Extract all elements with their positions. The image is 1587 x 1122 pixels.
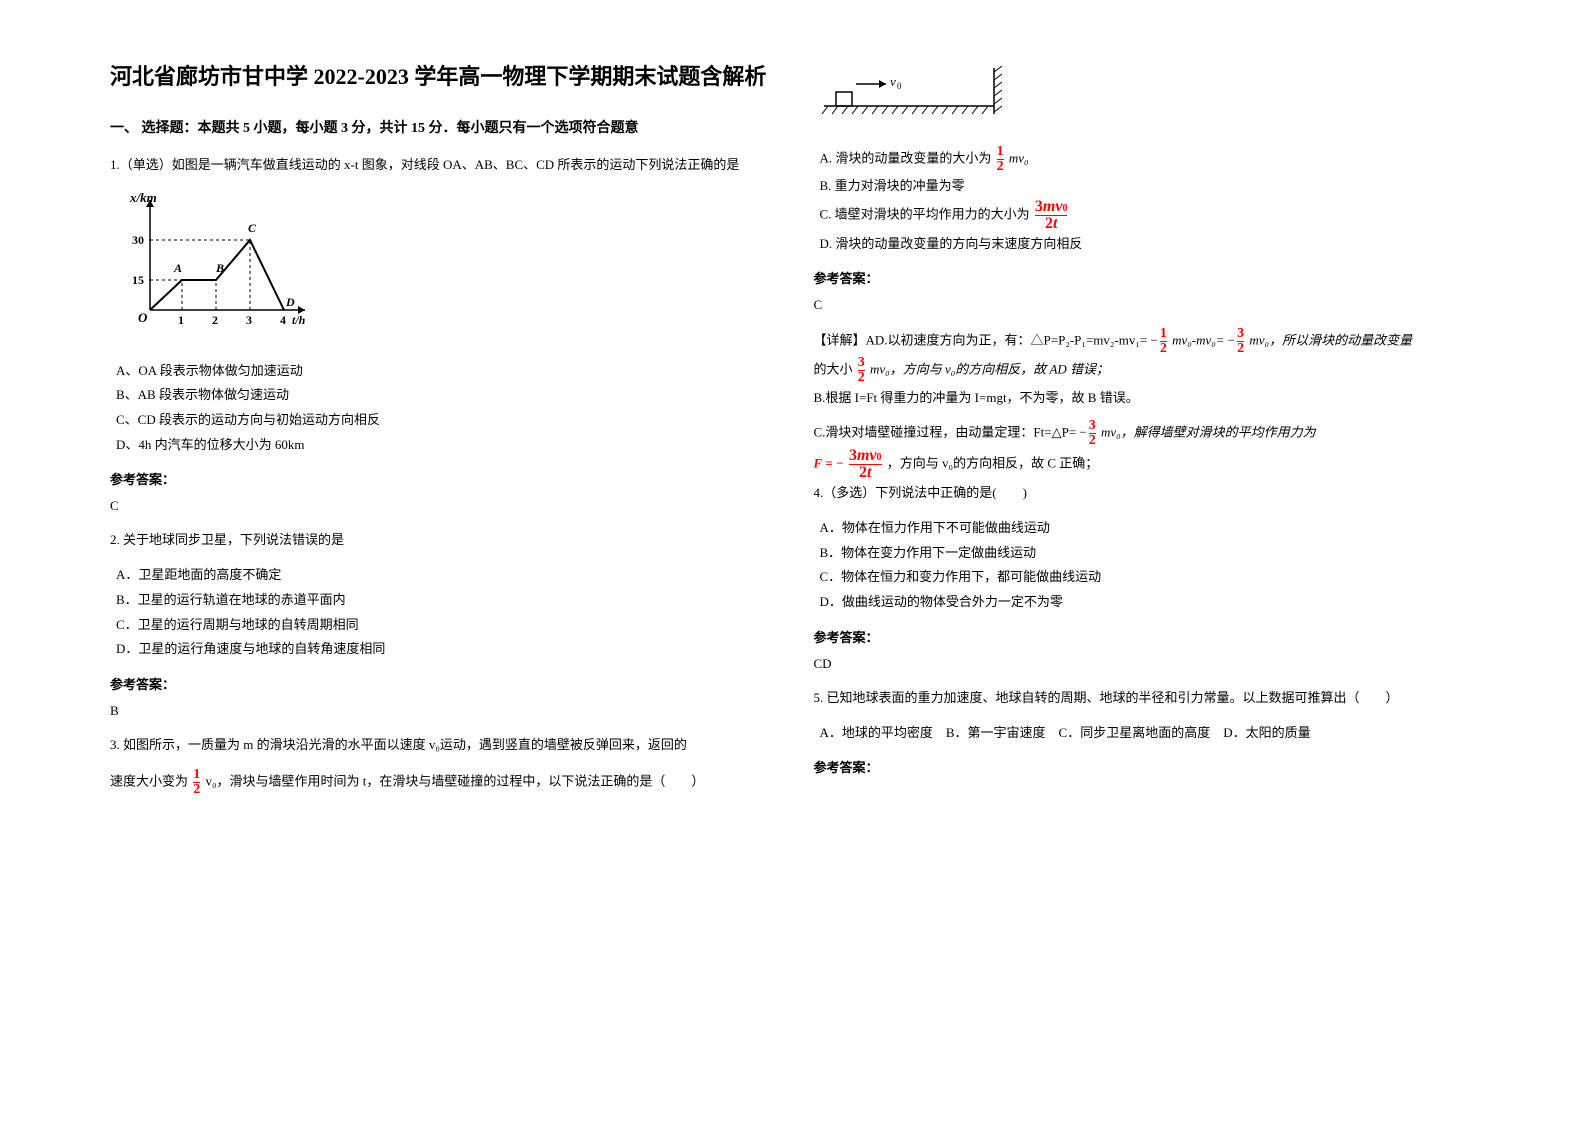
q3-detail-line3: B.根据 I=Ft 得重力的冲量为 I=mgt，不为零，故 B 错误。: [814, 385, 1478, 411]
q3-detail-line5: F = − 3mv02t ，方向与 v₀的方向相反，故 C 正确；: [814, 448, 1478, 481]
svg-text:O: O: [138, 310, 148, 325]
q3-opt-c: C. 墙壁对滑块的平均作用力的大小为 3mv02t: [814, 199, 1478, 232]
q5-opts: A．地球的平均密度 B．第一宇宙速度 C．同步卫星离地面的高度 D．太阳的质量: [814, 721, 1478, 746]
svg-text:15: 15: [132, 273, 144, 287]
q4-opt-c: C．物体在恒力和变力作用下，都可能做曲线运动: [814, 565, 1478, 590]
q1-stem: 1.（单选）如图是一辆汽车做直线运动的 x-t 图象，对线段 OA、AB、BC、…: [110, 153, 774, 178]
svg-text:3: 3: [246, 313, 252, 327]
q3-answer: C: [814, 297, 1478, 313]
q3-opta-suf: mv₀: [1009, 150, 1029, 165]
fraction-3-2-icon: 32: [1237, 327, 1244, 356]
svg-text:C: C: [248, 221, 257, 235]
q3-opt-d: D. 滑块的动量改变量的方向与末速度方向相反: [814, 232, 1478, 257]
q3-detail-line4: C.滑块对墙壁碰撞过程，由动量定理：Ft=△P= −32 mv₀，解得墙壁对滑块…: [814, 419, 1478, 448]
q3-diagram: v 0: [814, 66, 1478, 131]
q3-stem-2a: 速度大小变为: [110, 773, 188, 788]
q3-stem-line2: 速度大小变为 12 v₀，滑块与墙壁作用时间为 t，在滑块与墙壁碰撞的过程中，以…: [110, 768, 774, 797]
q4-opt-a: A．物体在恒力作用下不可能做曲线运动: [814, 516, 1478, 541]
q4-opt-d: D．做曲线运动的物体受合外力一定不为零: [814, 590, 1478, 615]
q3-opt-a: A. 滑块的动量改变量的大小为 12 mv₀: [814, 145, 1478, 174]
q3-answer-label: 参考答案：: [814, 268, 1478, 287]
document-title: 河北省廊坊市甘中学 2022-2023 学年高一物理下学期期末试题含解析: [110, 60, 774, 93]
formula-F-icon: F = −: [814, 456, 844, 471]
svg-text:v: v: [890, 74, 896, 89]
detail-line2b: mv₀，方向与 v₀的方向相反，故 AD 错误；: [870, 362, 1109, 377]
fraction-half-icon: 12: [193, 768, 200, 797]
svg-text:D: D: [285, 295, 295, 309]
svg-text:t/h: t/h: [292, 313, 306, 327]
q4-opt-b: B．物体在变力作用下一定做曲线运动: [814, 541, 1478, 566]
q4-answer: CD: [814, 656, 1478, 672]
fraction-half-icon: 12: [997, 145, 1004, 174]
minus-icon: −: [1079, 425, 1086, 440]
section-header: 一、 选择题：本题共 5 小题，每小题 3 分，共计 15 分．每小题只有一个选…: [110, 117, 774, 137]
svg-text:B: B: [215, 261, 224, 275]
q5-stem: 5. 已知地球表面的重力加速度、地球自转的周期、地球的半径和引力常量。以上数据可…: [814, 686, 1478, 711]
detail-line4a: C.滑块对墙壁碰撞过程，由动量定理：Ft=△P=: [814, 425, 1077, 440]
svg-text:0: 0: [897, 81, 902, 91]
svg-text:A: A: [173, 261, 182, 275]
q2-answer-label: 参考答案：: [110, 674, 774, 693]
minus-icon: −: [1150, 333, 1157, 348]
q1-opt-a: A、OA 段表示物体做匀加速运动: [110, 359, 774, 384]
detail-line4b: mv₀，解得墙壁对滑块的平均作用力为: [1101, 425, 1316, 440]
q3-detail-line1: 【详解】AD.以初速度方向为正，有：△P=P₂-P₁=mv₂-mv₁= −12 …: [814, 327, 1478, 356]
fraction-half-icon: 12: [1160, 327, 1167, 356]
q4-stem: 4.（多选）下列说法中正确的是( ): [814, 481, 1478, 506]
q1-answer-label: 参考答案：: [110, 469, 774, 488]
q3-opt-b: B. 重力对滑块的冲量为零: [814, 174, 1478, 199]
q2-answer: B: [110, 703, 774, 719]
q2-opt-a: A．卫星距地面的高度不确定: [110, 563, 774, 588]
q5-answer-label: 参考答案：: [814, 757, 1478, 776]
detail-pre: 【详解】AD.以初速度方向为正，有：△P=P₂-P₁=mv₂-mv₁=: [814, 333, 1148, 348]
q1-opt-c: C、CD 段表示的运动方向与初始运动方向相反: [110, 408, 774, 433]
fraction-3-2-icon: 32: [858, 356, 865, 385]
detail-line5-text: ，方向与 v₀的方向相反，故 C 正确；: [887, 456, 1098, 471]
q4-answer-label: 参考答案：: [814, 627, 1478, 646]
fraction-3mv-2t-icon: 3mv02t: [849, 448, 882, 481]
fraction-3-2-icon: 32: [1089, 419, 1096, 448]
minus-icon: −: [1228, 333, 1235, 348]
q3-stem-line1: 3. 如图所示，一质量为 m 的滑块沿光滑的水平面以速度 v₀运动，遇到竖直的墙…: [110, 733, 774, 758]
svg-text:x/km: x/km: [129, 190, 157, 205]
detail-line2a: 的大小: [814, 362, 853, 377]
q3-opta-pre: A. 滑块的动量改变量的大小为: [820, 150, 992, 165]
q1-answer: C: [110, 498, 774, 514]
svg-text:4: 4: [280, 313, 286, 327]
detail-mid1: mv₀-mv₀=: [1172, 333, 1224, 348]
q3-optc-pre: C. 墙壁对滑块的平均作用力的大小为: [820, 206, 1030, 221]
q1-opt-d: D、4h 内汽车的位移大小为 60km: [110, 433, 774, 458]
detail-mid2: mv₀，所以滑块的动量改变量: [1249, 333, 1412, 348]
q2-opt-b: B．卫星的运行轨道在地球的赤道平面内: [110, 588, 774, 613]
q1-opt-b: B、AB 段表示物体做匀速运动: [110, 383, 774, 408]
q2-opt-d: D．卫星的运行角速度与地球的自转角速度相同: [110, 637, 774, 662]
q1-chart: 15 30 1 2 3 4 x/km t/h O A B C D: [120, 190, 774, 345]
q2-opt-c: C．卫星的运行周期与地球的自转周期相同: [110, 613, 774, 638]
q3-detail-line2: 的大小 32 mv₀，方向与 v₀的方向相反，故 AD 错误；: [814, 356, 1478, 385]
svg-text:2: 2: [212, 313, 218, 327]
right-column: v 0 A. 滑块的动量改变量的大小为 12 mv₀ B. 重力对滑块的冲量为零…: [794, 60, 1498, 1082]
q3-stem-2b: v₀，滑块与墙壁作用时间为 t，在滑块与墙壁碰撞的过程中，以下说法正确的是（ ）: [206, 773, 705, 788]
q2-stem: 2. 关于地球同步卫星，下列说法错误的是: [110, 528, 774, 553]
left-column: 河北省廊坊市甘中学 2022-2023 学年高一物理下学期期末试题含解析 一、 …: [90, 60, 794, 1082]
fraction-3mv-2t-icon: 3mv02t: [1035, 199, 1068, 232]
svg-text:1: 1: [178, 313, 184, 327]
svg-text:30: 30: [132, 233, 144, 247]
